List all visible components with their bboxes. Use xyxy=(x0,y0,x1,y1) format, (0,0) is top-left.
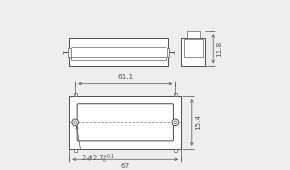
Text: 61.1: 61.1 xyxy=(117,74,133,80)
Bar xyxy=(69,96,181,149)
Bar xyxy=(174,93,177,96)
Circle shape xyxy=(74,121,77,124)
Bar xyxy=(174,149,177,151)
Circle shape xyxy=(172,119,179,126)
Text: 67: 67 xyxy=(121,163,130,169)
Bar xyxy=(68,48,71,57)
Text: 2-$\phi$2.7$^{+0.1}_{0}$: 2-$\phi$2.7$^{+0.1}_{0}$ xyxy=(81,152,115,166)
Bar xyxy=(69,38,168,66)
Circle shape xyxy=(72,119,79,126)
Bar xyxy=(74,149,77,151)
Bar xyxy=(186,31,200,38)
Text: 11.8: 11.8 xyxy=(216,41,222,57)
Bar xyxy=(74,93,77,96)
Bar xyxy=(166,48,169,57)
Text: 15.4: 15.4 xyxy=(195,114,201,130)
Bar xyxy=(71,57,166,60)
Circle shape xyxy=(174,121,177,124)
Bar xyxy=(184,39,202,57)
Bar xyxy=(181,38,205,66)
FancyBboxPatch shape xyxy=(77,104,173,141)
